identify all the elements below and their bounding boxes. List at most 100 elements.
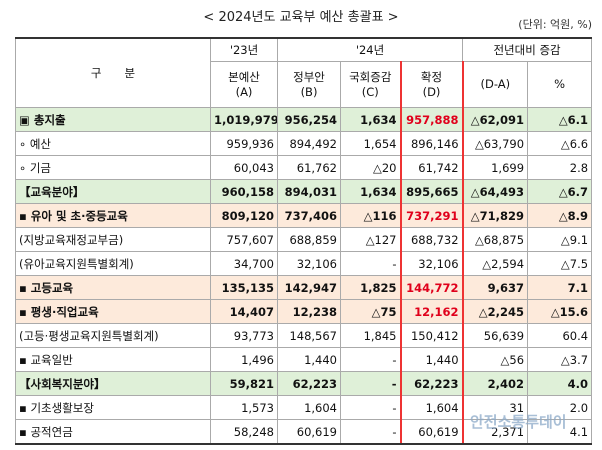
unit: (단위: 억원, %) bbox=[518, 18, 592, 31]
cell: 737,406 bbox=[277, 203, 341, 228]
cell: △6.6 bbox=[527, 131, 593, 156]
cell: 60,619 bbox=[277, 419, 341, 445]
row-label: ▣ 총지출 bbox=[15, 107, 211, 132]
table-row: ▪ 공적연금 58,248 60,619-60,619 2,371 4.1 bbox=[15, 419, 593, 445]
cell: △62,091 bbox=[462, 107, 529, 132]
row-label: ▪ 고등교육 bbox=[15, 275, 211, 300]
cell: △3.7 bbox=[527, 347, 593, 372]
cell: △8.9 bbox=[527, 203, 593, 228]
watermark: 안전소통투데이 bbox=[470, 413, 567, 431]
row-label: (지방교육재정교부금) bbox=[15, 227, 211, 252]
cell: 960,158 bbox=[210, 179, 278, 204]
row-label: (유아교육지원특별회계) bbox=[15, 251, 211, 276]
cell: △2,594 bbox=[462, 251, 529, 276]
cell: 1,496 bbox=[210, 347, 278, 372]
cell: 956,254 bbox=[277, 107, 341, 132]
cell: △20 bbox=[340, 155, 401, 180]
cell: - bbox=[340, 371, 401, 396]
cell: 4.0 bbox=[527, 371, 593, 396]
cell: 148,567 bbox=[277, 323, 341, 348]
cell: 93,773 bbox=[210, 323, 278, 348]
header-cell: 본예산 (A) bbox=[210, 61, 278, 108]
row-label: ▪ 교육일반 bbox=[15, 347, 211, 372]
cell: 142,947 bbox=[277, 275, 341, 300]
cell: 31 bbox=[462, 395, 529, 420]
row-label: ▪ 공적연금 bbox=[15, 419, 211, 445]
table-row: 【교육분야】 960,158 894,031 1,634 895,665 △64,493 △… bbox=[15, 179, 593, 204]
cell: - bbox=[340, 251, 401, 276]
cell: 7.1 bbox=[527, 275, 593, 300]
cell: 9,637 bbox=[462, 275, 529, 300]
cell: △75 bbox=[340, 299, 401, 324]
cell: 58,248 bbox=[210, 419, 278, 445]
table-row: (지방교육재정교부금) 757,607 688,859 △127 688,732 △68,… bbox=[15, 227, 593, 252]
cell: 56,639 bbox=[462, 323, 529, 348]
header-cell: 구 분 bbox=[15, 37, 211, 108]
cell: 34,700 bbox=[210, 251, 278, 276]
cell: 1,825 bbox=[340, 275, 401, 300]
cell: 62,223 bbox=[399, 371, 464, 396]
header-cell: '24년 bbox=[276, 37, 464, 62]
table-row: ∘ 기금 60,043 61,762 △20 61,742 1,699 2.8 bbox=[15, 155, 593, 180]
header-cell: 정부안 (B) bbox=[277, 61, 341, 108]
cell: △56 bbox=[462, 347, 529, 372]
cell: △127 bbox=[340, 227, 401, 252]
table-row: ▪ 평생·직업교육 14,407 12,238 △75 12,162 △2,245 △15.… bbox=[15, 299, 593, 324]
table-row: ▪ 기초생활보장 1,573 1,604-1,604 31 2.0 bbox=[15, 395, 593, 420]
cell: 59,821 bbox=[210, 371, 278, 396]
budget-table: 구 분 '23년 '24년 전년대비 증감 본예산 (A) 정부안 (B) 국회증감… bbox=[15, 37, 593, 445]
cell: 688,732 bbox=[399, 227, 464, 252]
cell: - bbox=[340, 347, 401, 372]
header-cell: '23년 bbox=[210, 37, 278, 62]
row-label: 【교육분야】 bbox=[15, 179, 211, 204]
cell: 2,371 bbox=[462, 419, 529, 445]
cell: △6.1 bbox=[527, 107, 593, 132]
cell: 61,742 bbox=[399, 155, 464, 180]
cell: △71,829 bbox=[462, 203, 529, 228]
table-row: ▣ 총지출 1,019,979 956,254 1,634 957,888 △62,091… bbox=[15, 107, 593, 132]
cell: 60,619 bbox=[399, 419, 464, 445]
table-row: ▪ 교육일반 1,496 1,440-1,440 △56 △3.7 bbox=[15, 347, 593, 372]
cell: 959,936 bbox=[210, 131, 278, 156]
cell: 2,402 bbox=[462, 371, 529, 396]
table-row: 【사회복지분야】 59,821 62,223-62,223 2,402 4.0 bbox=[15, 371, 593, 396]
header-cell: 확정 (D) bbox=[399, 61, 464, 108]
cell: 1,019,979 bbox=[210, 107, 278, 132]
cell: 60,043 bbox=[210, 155, 278, 180]
cell: 32,106 bbox=[277, 251, 341, 276]
cell: - bbox=[340, 395, 401, 420]
row-label: ▪ 평생·직업교육 bbox=[15, 299, 211, 324]
header-cell: 전년대비 증감 bbox=[462, 37, 593, 62]
cell: - bbox=[340, 419, 401, 445]
cell: 896,146 bbox=[399, 131, 464, 156]
cell: 1,573 bbox=[210, 395, 278, 420]
cell: 135,135 bbox=[210, 275, 278, 300]
cell: 1,654 bbox=[340, 131, 401, 156]
cell: △68,875 bbox=[462, 227, 529, 252]
cell: 895,665 bbox=[399, 179, 464, 204]
cell: 737,291 bbox=[399, 203, 464, 228]
cell: △9.1 bbox=[527, 227, 593, 252]
cell: 957,888 bbox=[399, 107, 464, 132]
cell: 1,604 bbox=[399, 395, 464, 420]
cell: 1,634 bbox=[340, 107, 401, 132]
cell: 894,031 bbox=[277, 179, 341, 204]
cell: △64,493 bbox=[462, 179, 529, 204]
cell: 2.0 bbox=[527, 395, 593, 420]
row-label: 【사회복지분야】 bbox=[15, 371, 211, 396]
table-row: (고등·평생교육지원특별회계) 93,773 148,567 1,845 150,412… bbox=[15, 323, 593, 348]
cell: 2.8 bbox=[527, 155, 593, 180]
cell: 688,859 bbox=[277, 227, 341, 252]
cell: △15.6 bbox=[527, 299, 593, 324]
cell: 809,120 bbox=[210, 203, 278, 228]
row-label: ▪ 기초생활보장 bbox=[15, 395, 211, 420]
row-label: ∘ 예산 bbox=[15, 131, 211, 156]
cell: 757,607 bbox=[210, 227, 278, 252]
header-cell: % bbox=[527, 61, 593, 108]
cell: 14,407 bbox=[210, 299, 278, 324]
cell: 60.4 bbox=[527, 323, 593, 348]
title: < 2024년도 교육부 예산 총괄표 > bbox=[203, 10, 399, 25]
cell: 1,845 bbox=[340, 323, 401, 348]
table-row: (유아교육지원특별회계) 34,700 32,106-32,106 △2,594 △7.… bbox=[15, 251, 593, 276]
